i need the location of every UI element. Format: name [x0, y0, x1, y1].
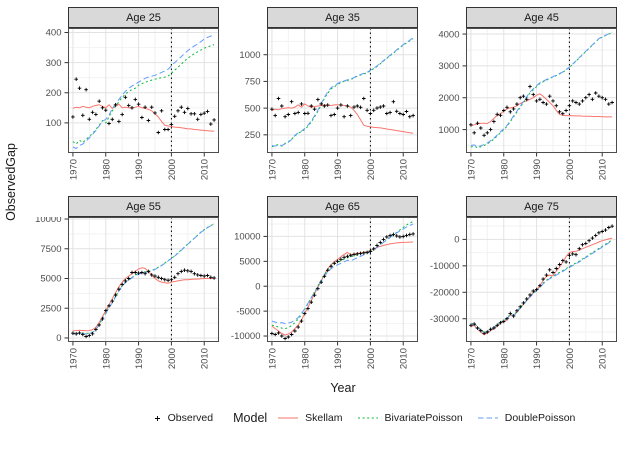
legend-bivariate-poisson-label: BivariatePoisson [384, 412, 463, 424]
svg-text:0: 0 [454, 235, 459, 246]
svg-text:1970: 1970 [466, 159, 477, 180]
legend-double-poisson-label: DoublePoisson [504, 412, 576, 424]
svg-text:2000: 2000 [438, 93, 459, 104]
plot-age-45: 1970 1980 1990 2000 2010 1000 2000 3000 4000 [438, 28, 617, 180]
svg-text:3000: 3000 [438, 61, 459, 72]
svg-text:-10000: -10000 [231, 331, 261, 342]
svg-text:2000: 2000 [167, 348, 178, 369]
svg-text:1970: 1970 [68, 348, 79, 369]
svg-text:2010: 2010 [200, 348, 211, 369]
svg-text:1980: 1980 [499, 348, 510, 369]
svg-text:1980: 1980 [300, 159, 311, 180]
svg-text:100: 100 [46, 118, 62, 129]
svg-text:2000: 2000 [366, 159, 377, 180]
svg-text:1970: 1970 [267, 159, 278, 180]
svg-text:2010: 2010 [598, 348, 609, 369]
x-axis-title: Year [330, 381, 356, 395]
svg-text:2010: 2010 [399, 348, 410, 369]
svg-text:1990: 1990 [532, 159, 543, 180]
svg-text:2500: 2500 [40, 303, 61, 314]
svg-text:0: 0 [255, 281, 260, 292]
facet-strip-age-55: Age 55 [68, 196, 219, 217]
facet-cell-age-65: Age 65 1970 1980 1990 2000 2010 -10000 -5000 0 5… [219, 196, 418, 385]
svg-text:-20000: -20000 [430, 287, 460, 298]
legend-item-double-poisson: DoublePoisson [477, 412, 576, 424]
svg-text:1000: 1000 [438, 125, 459, 136]
svg-text:0: 0 [56, 333, 61, 344]
facet-cell-age-35: Age 35 1970 1980 1990 2000 2010 250 500 750 1000 [219, 7, 418, 196]
plot-age-55: 1970 1980 1990 2000 2010 0 2500 5000 7500 10000 [35, 217, 219, 369]
svg-text:10000: 10000 [35, 217, 61, 225]
svg-text:7500: 7500 [40, 244, 61, 255]
facet-cell-age-25: Age 25 1970 1980 1990 2000 2010 100 200 300 400 [20, 7, 219, 196]
chart-legend: Observed Model Skellam BivariatePoisson … [0, 411, 628, 425]
svg-text:-30000: -30000 [430, 314, 460, 325]
svg-text:1980: 1980 [101, 159, 112, 180]
svg-text:4000: 4000 [438, 29, 459, 40]
plot-age-75: 1970 1980 1990 2000 2010 -30000 -20000 -10000 0 [430, 217, 617, 369]
svg-text:2010: 2010 [399, 159, 410, 180]
facet-cell-age-75: Age 75 1970 1980 1990 2000 2010 -30000 -20000 -… [418, 196, 617, 385]
svg-text:1990: 1990 [134, 348, 145, 369]
observed-point-icon [154, 415, 160, 421]
svg-text:2010: 2010 [200, 159, 211, 180]
svg-text:5000: 5000 [239, 257, 260, 268]
plot-age-25: 1970 1980 1990 2000 2010 100 200 300 400 [46, 28, 219, 180]
svg-text:1990: 1990 [532, 348, 543, 369]
svg-text:1990: 1990 [333, 159, 344, 180]
svg-text:10000: 10000 [234, 232, 260, 243]
svg-text:400: 400 [46, 28, 62, 39]
facet-cell-age-55: Age 55 1970 1980 1990 2000 2010 0 2500 5000 7500… [20, 196, 219, 385]
svg-text:2000: 2000 [565, 159, 576, 180]
svg-text:2010: 2010 [598, 159, 609, 180]
facet-strip-age-65: Age 65 [267, 196, 418, 217]
y-axis-title: ObservedGap [4, 143, 18, 221]
facet-strip-age-25: Age 25 [68, 7, 219, 28]
svg-text:1000: 1000 [239, 50, 260, 61]
svg-text:5000: 5000 [40, 274, 61, 285]
legend-title-model: Model [233, 411, 268, 425]
svg-text:1980: 1980 [300, 348, 311, 369]
facet-strip-age-45: Age 45 [466, 7, 617, 28]
svg-text:-5000: -5000 [236, 306, 260, 317]
svg-text:1990: 1990 [134, 159, 145, 180]
svg-text:1970: 1970 [466, 348, 477, 369]
facet-grid: Age 25 1970 1980 1990 2000 2010 100 200 300 400 … [20, 7, 617, 385]
svg-text:1970: 1970 [267, 348, 278, 369]
double-poisson-line-icon [477, 417, 498, 419]
svg-text:750: 750 [245, 77, 261, 88]
svg-text:1990: 1990 [333, 348, 344, 369]
svg-text:-10000: -10000 [430, 261, 460, 272]
legend-skellam-label: Skellam [305, 412, 343, 424]
svg-text:300: 300 [46, 58, 62, 69]
svg-text:250: 250 [245, 130, 261, 141]
svg-text:1980: 1980 [101, 348, 112, 369]
skellam-line-icon [278, 417, 299, 419]
svg-text:1970: 1970 [68, 159, 79, 180]
legend-item-skellam: Skellam [277, 412, 343, 424]
facet-strip-age-75: Age 75 [466, 196, 617, 217]
bivariate-poisson-line-icon [357, 417, 378, 419]
svg-text:2000: 2000 [366, 348, 377, 369]
plot-age-65: 1970 1980 1990 2000 2010 -10000 -5000 0 5000 1000… [231, 217, 418, 369]
svg-text:2000: 2000 [565, 348, 576, 369]
facet-strip-age-35: Age 35 [267, 7, 418, 28]
legend-item-bivariate-poisson: BivariatePoisson [357, 412, 463, 424]
svg-text:2000: 2000 [167, 159, 178, 180]
facet-cell-age-45: Age 45 1970 1980 1990 2000 2010 1000 2000 3000 4… [418, 7, 617, 196]
plot-age-35: 1970 1980 1990 2000 2010 250 500 750 1000 [239, 28, 418, 180]
legend-observed-label: Observed [167, 412, 214, 424]
svg-text:200: 200 [46, 88, 62, 99]
svg-text:500: 500 [245, 103, 261, 114]
svg-text:1980: 1980 [499, 159, 510, 180]
legend-item-observed: Observed [153, 412, 214, 424]
